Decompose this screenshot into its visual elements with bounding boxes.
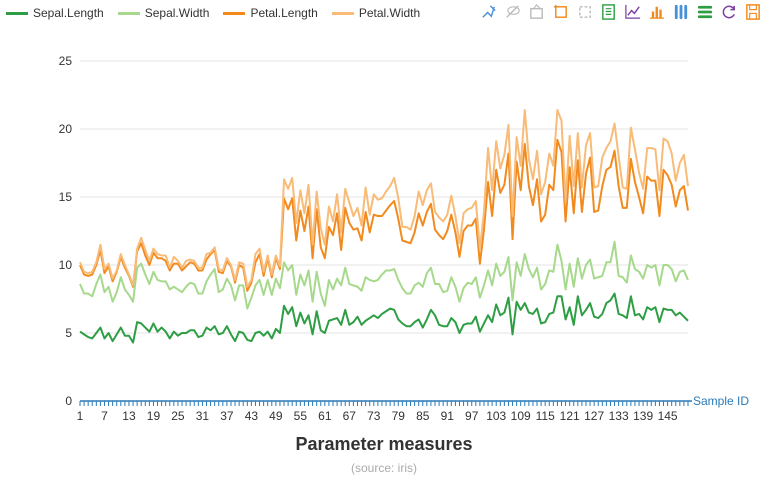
legend-swatch [117,11,140,15]
tiled-icon[interactable] [696,3,714,21]
y-tick-label: 15 [59,190,73,204]
y-axis-ticks: 0 5 10 15 20 25 [59,54,73,408]
stack-icon[interactable] [672,3,690,21]
x-tick-label: 91 [441,409,455,423]
brush-lasso-icon[interactable] [504,3,522,21]
x-tick-label: 61 [318,409,332,423]
toolbox [474,3,762,21]
x-tick-label: 85 [416,409,430,423]
legend-item[interactable]: Petal.Length [223,6,318,20]
legend-label: Petal.Length [250,6,318,20]
x-tick-label: 73 [367,409,381,423]
legend: Sepal.Length Sepal.Width Petal.Length Petal… [6,4,434,22]
x-tick-label: 115 [536,409,555,423]
save-image-icon[interactable] [744,3,762,21]
x-tick-label: 145 [658,409,678,423]
grid-lines [80,60,688,334]
series-line-petal-length[interactable] [79,138,689,292]
y-tick-label: 25 [59,54,73,68]
legend-item[interactable]: Sepal.Width [117,6,210,20]
legend-item[interactable]: Petal.Width [331,6,421,20]
x-tick-label: 7 [101,409,108,423]
chart-title: Parameter measures [295,434,473,454]
x-tick-label: 97 [465,409,479,423]
legend-swatch [331,11,354,15]
x-axis: 1 7 13 19 25 31 37 43 49 55 61 67 73 79 85 91 97 103 109 11… [77,400,692,423]
x-axis-label: Sample ID [693,394,749,408]
x-tick-label: 43 [245,409,259,423]
y-tick-label: 0 [65,394,72,408]
legend-label: Petal.Width [358,6,421,20]
y-tick-label: 10 [59,258,73,272]
x-tick-label: 109 [511,409,531,423]
legend-swatch [223,11,246,15]
series-line-sepal-length[interactable] [79,292,689,344]
x-tick-label: 67 [343,409,357,423]
y-tick-label: 5 [65,326,72,340]
legend-swatch [6,11,28,15]
x-tick-label: 13 [122,409,136,423]
x-tick-label: 1 [77,409,84,423]
x-tick-label: 49 [269,409,283,423]
x-tick-label: 103 [486,409,506,423]
restore-icon[interactable] [720,3,738,21]
x-tick-label: 25 [171,409,185,423]
brush-polygon-icon[interactable] [480,3,498,21]
x-tick-label: 133 [609,409,629,423]
x-tick-label: 127 [584,409,604,423]
x-tick-label: 121 [560,409,580,423]
x-tick-label: 55 [294,409,308,423]
series-lines [79,108,689,344]
brush-clear-icon[interactable] [528,3,546,21]
bar-chart-icon[interactable] [648,3,666,21]
legend-label: Sepal.Length [33,6,104,20]
legend-item[interactable]: Sepal.Length [6,6,104,20]
legend-label: Sepal.Width [144,6,210,20]
line-chart-icon[interactable] [624,3,642,21]
data-view-icon[interactable] [600,3,618,21]
y-tick-label: 20 [59,122,73,136]
x-tick-label: 37 [220,409,234,423]
x-tick-label: 79 [392,409,406,423]
x-tick-label: 31 [196,409,210,423]
chart-subtitle: (source: iris) [350,461,417,475]
zoom-reset-icon[interactable] [576,3,594,21]
data-zoom-icon[interactable] [552,3,570,21]
series-line-sepal-width[interactable] [79,240,689,310]
series-line-petal-width[interactable] [79,108,689,288]
x-tick-label: 139 [633,409,653,423]
x-tick-label: 19 [147,409,161,423]
